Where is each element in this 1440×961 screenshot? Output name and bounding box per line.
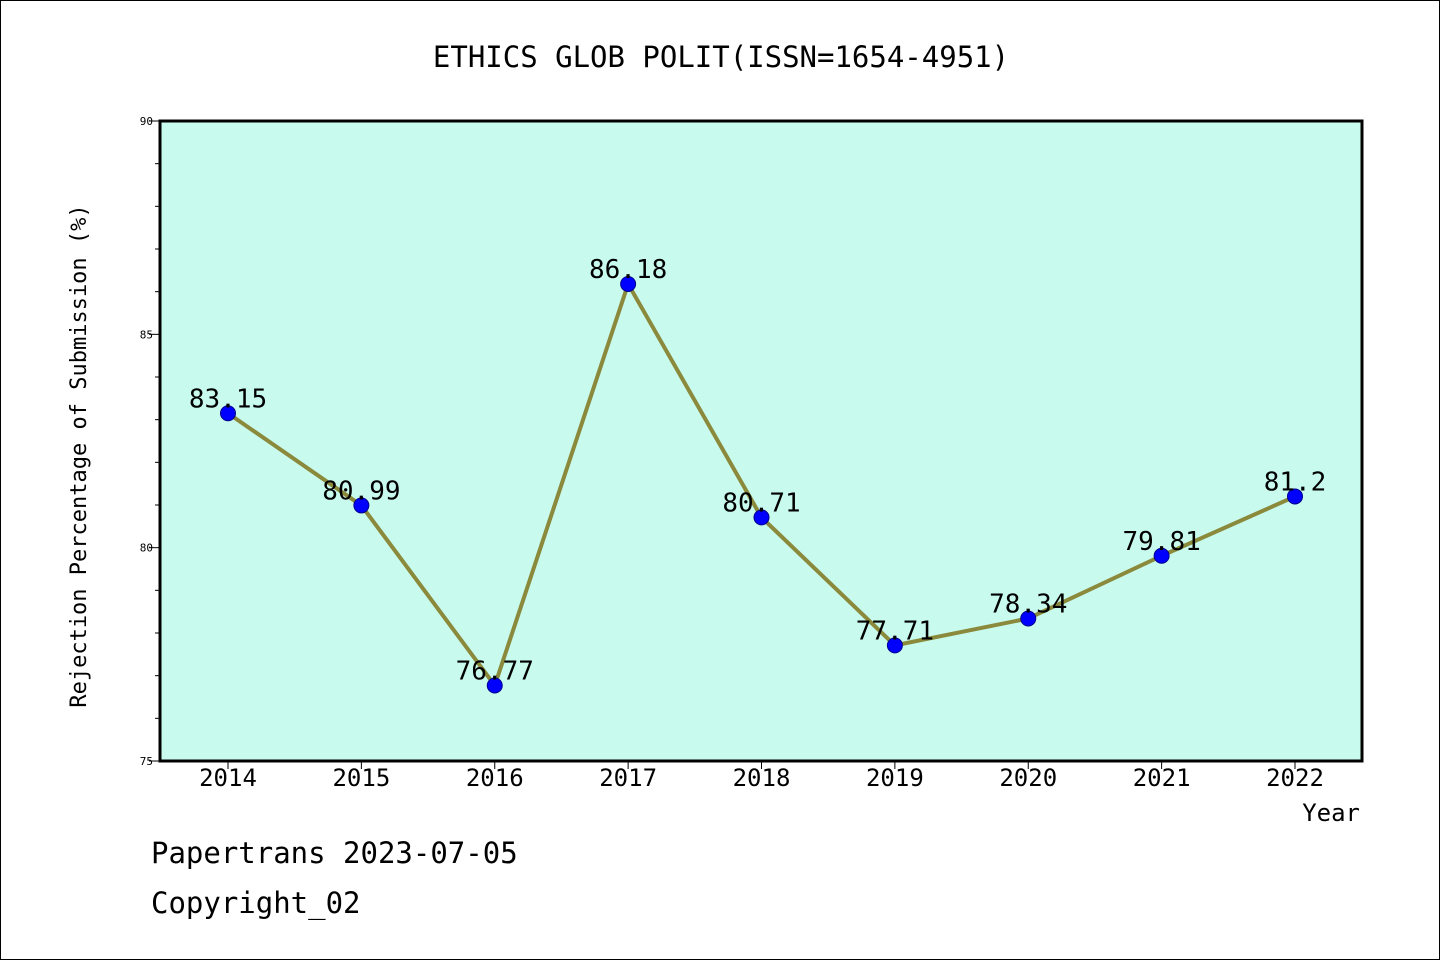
x-tick-label: 2016 (466, 764, 524, 792)
data-label-2021: 79.81 (1122, 527, 1200, 557)
x-tick-label: 2014 (199, 764, 257, 792)
y-tick-label: 85 (140, 328, 153, 341)
x-tick-label: 2020 (999, 764, 1057, 792)
x-tick-label: 2021 (1133, 764, 1191, 792)
series-rejection-percentage (220, 275, 1303, 694)
chart-title: ETHICS GLOB POLIT(ISSN=1654-4951) (433, 40, 1009, 74)
data-label-2014: 83.15 (189, 384, 267, 414)
y-tick-label: 90 (140, 115, 153, 128)
data-point-2017 (620, 275, 637, 292)
data-point-2020 (1020, 610, 1037, 627)
y-axis-label: Rejection Percentage of Submission (%) (67, 204, 92, 707)
x-tick-label: 2015 (332, 764, 390, 792)
x-tick-label: 2017 (599, 764, 657, 792)
data-point-2016 (486, 677, 503, 694)
data-label-2022: 81.2 (1264, 467, 1327, 497)
data-point-2019 (886, 637, 903, 654)
data-labels: 83.15 80.99 76.77 86.18 80.71 77.71 78.34 79.81… (189, 255, 1326, 686)
data-label-2017: 86.18 (589, 255, 667, 285)
data-point-2015 (353, 497, 370, 514)
x-tick-label: 2022 (1266, 764, 1324, 792)
data-point-2018 (753, 509, 770, 526)
data-label-2018: 80.71 (722, 488, 800, 518)
y-axis: 75 80 85 90 (140, 115, 161, 768)
data-label-2016: 76.77 (456, 656, 534, 686)
data-point-2022 (1287, 488, 1303, 505)
data-label-2019: 77.71 (856, 616, 934, 646)
y-tick-label: 80 (140, 542, 153, 555)
data-label-2015: 80.99 (322, 476, 400, 506)
x-tick-label: 2018 (733, 764, 791, 792)
x-tick-label: 2019 (866, 764, 924, 792)
copyright-text: Copyright_02 (151, 886, 361, 920)
data-point-2014 (220, 405, 236, 422)
plot-area (158, 119, 1364, 763)
data-point-2021 (1153, 547, 1170, 564)
x-axis-label: Year (1302, 799, 1360, 827)
data-label-2020: 78.34 (989, 589, 1067, 619)
source-date-text: Papertrans 2023-07-05 (151, 836, 518, 870)
x-axis: 2014 2015 2016 2017 2018 2019 2020 2021 2022 (199, 761, 1324, 792)
y-tick-label: 75 (140, 755, 153, 768)
